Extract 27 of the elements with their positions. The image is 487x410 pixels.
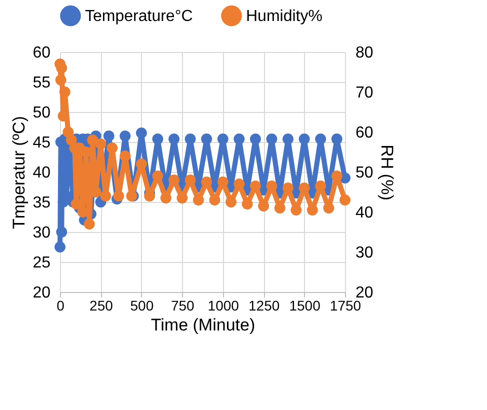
y-tick-label: 25 [32,254,51,272]
x-tick-label: 750 [170,298,195,314]
y-tick-label: 45 [32,134,51,152]
x-tick-label: 1500 [289,298,321,314]
y2-tick-label: 70 [356,84,374,102]
y-tick-label: 20 [32,284,51,302]
x-tick-label: 500 [130,298,154,314]
y2-tick-label: 80 [356,44,374,62]
legend-label: Temperature°C [85,8,193,25]
y-tick-label: 60 [32,44,51,62]
y2-tick-label: 30 [356,244,374,262]
y2-tick-label: 60 [356,124,374,142]
y2-axis-title: RH (%) [377,144,396,200]
y-tick-label: 55 [32,74,51,92]
legend-label: Humidity% [246,8,322,25]
x-tick-label: 0 [56,298,65,314]
y-axis-title: Tmperatur (ºC) [10,116,29,229]
y2-tick-label: 40 [356,204,374,222]
y-tick-label: 40 [32,164,51,182]
x-axis-title: Time (Minute) [150,316,256,334]
y2-tick-label: 50 [356,164,374,182]
y-tick-label: 50 [32,104,51,122]
x-tick-label: 1000 [208,298,240,314]
y-tick-label: 35 [32,194,51,212]
y-tick-label: 30 [32,224,51,242]
x-tick-label: 250 [90,298,114,314]
x-tick-label: 1250 [248,298,280,314]
